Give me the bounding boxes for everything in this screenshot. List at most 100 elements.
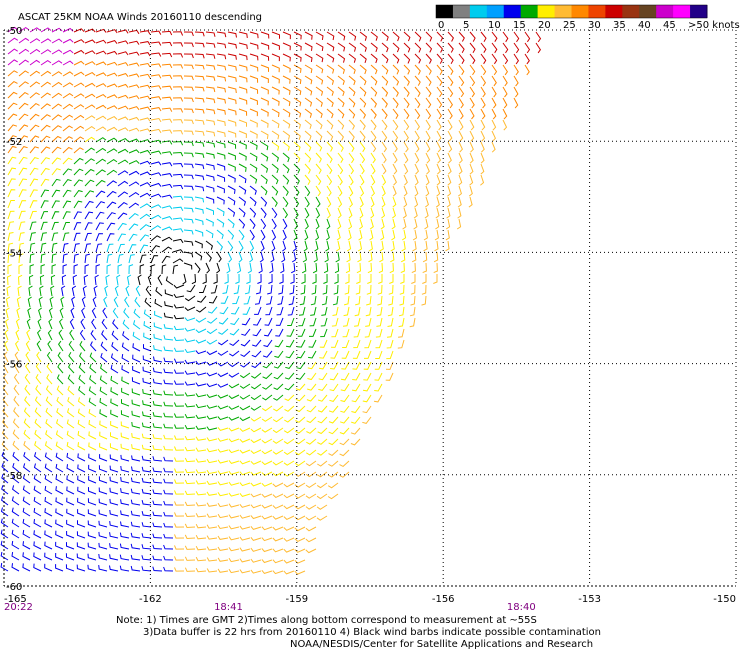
wind-barb — [293, 163, 301, 174]
wind-barb — [282, 185, 289, 196]
wind-barb — [36, 351, 42, 363]
wind-barb — [380, 229, 385, 241]
wind-barb — [144, 297, 152, 308]
wind-barb — [183, 218, 194, 224]
wind-barb — [7, 167, 17, 176]
wind-barb — [303, 240, 308, 252]
wind-barb — [376, 306, 383, 317]
wind-barb — [250, 525, 262, 530]
wind-barb — [184, 381, 196, 386]
wind-barb — [95, 211, 105, 220]
wind-barb — [81, 307, 86, 319]
wind-barb — [51, 103, 62, 110]
wind-barb — [128, 106, 140, 111]
wind-barb — [306, 394, 317, 402]
wind-barb — [95, 201, 105, 209]
wind-barb — [77, 408, 86, 418]
wind-barb — [381, 97, 388, 108]
wind-barb — [425, 152, 431, 164]
wind-barb — [425, 130, 431, 142]
wind-barb — [95, 264, 100, 275]
wind-barb — [421, 284, 427, 295]
wind-barb — [163, 533, 174, 539]
wind-barb — [128, 62, 140, 67]
wind-barb — [434, 229, 439, 241]
wind-barb — [370, 163, 376, 175]
wind-barb — [191, 273, 197, 285]
wind-barb — [238, 97, 248, 105]
wind-barb — [73, 49, 85, 55]
wind-barb — [173, 293, 185, 299]
wind-barb — [339, 471, 350, 478]
wind-barb — [73, 39, 85, 44]
wind-barb — [55, 508, 64, 517]
wind-barb — [261, 405, 273, 412]
wind-barb — [359, 97, 367, 108]
wind-barb — [78, 352, 86, 363]
wind-barb — [305, 526, 317, 532]
wind-barb — [45, 385, 53, 396]
wind-barb — [44, 563, 53, 572]
wind-barb — [39, 274, 45, 286]
wind-barb — [339, 460, 350, 468]
wind-barb — [117, 29, 129, 34]
wind-barb — [150, 245, 160, 253]
wind-barb — [22, 485, 31, 495]
wind-barb — [293, 152, 301, 163]
wind-barb — [272, 559, 284, 564]
wind-barb — [18, 156, 28, 165]
wind-barb — [128, 149, 140, 154]
wind-barb — [317, 394, 328, 402]
x-tick-label: -159 — [285, 594, 308, 605]
wind-barb — [141, 477, 152, 484]
wind-barb — [172, 258, 184, 264]
wind-barb — [173, 304, 185, 309]
wind-barb — [117, 83, 129, 88]
wind-barb — [147, 274, 152, 286]
wind-barb — [374, 361, 383, 370]
wind-barb — [436, 130, 442, 142]
wind-barb — [106, 40, 118, 45]
wind-barb — [81, 296, 86, 308]
wind-barb — [261, 471, 273, 476]
wind-barb — [130, 477, 141, 484]
wind-barb — [272, 449, 284, 455]
wind-barb — [141, 433, 152, 440]
wind-barb — [195, 425, 207, 430]
wind-barb — [217, 513, 229, 519]
wind-barb — [250, 449, 262, 454]
wind-barb — [150, 150, 162, 155]
wind-barb — [87, 553, 97, 561]
wind-barb — [205, 218, 214, 227]
wind-barb — [51, 168, 61, 176]
wind-barb — [260, 174, 268, 184]
wind-barb — [305, 548, 317, 554]
wind-barb — [29, 38, 41, 44]
wind-barb — [381, 185, 386, 197]
wind-barb — [469, 42, 476, 53]
wind-barb — [249, 207, 257, 218]
wind-barb — [294, 570, 306, 575]
wind-barb — [40, 253, 46, 264]
wind-barb — [163, 412, 174, 418]
wind-barb — [403, 75, 410, 86]
legend-swatch — [656, 5, 674, 18]
wind-barb — [261, 427, 273, 433]
wind-barb — [350, 427, 361, 435]
wind-barb — [337, 207, 342, 219]
wind-barb — [271, 185, 279, 196]
wind-barb — [62, 189, 72, 198]
wind-barb — [44, 519, 53, 528]
wind-barb — [18, 48, 30, 55]
wind-barb — [260, 86, 269, 95]
wind-barb — [398, 317, 405, 328]
wind-barb — [458, 163, 463, 175]
wind-barb — [7, 210, 15, 220]
wind-barb — [44, 508, 53, 517]
wind-barb — [51, 178, 61, 187]
wind-barb — [57, 363, 64, 374]
wind-barb — [7, 221, 15, 231]
wind-barb — [227, 207, 236, 217]
wind-barb — [184, 545, 196, 550]
wind-barb — [141, 510, 152, 517]
